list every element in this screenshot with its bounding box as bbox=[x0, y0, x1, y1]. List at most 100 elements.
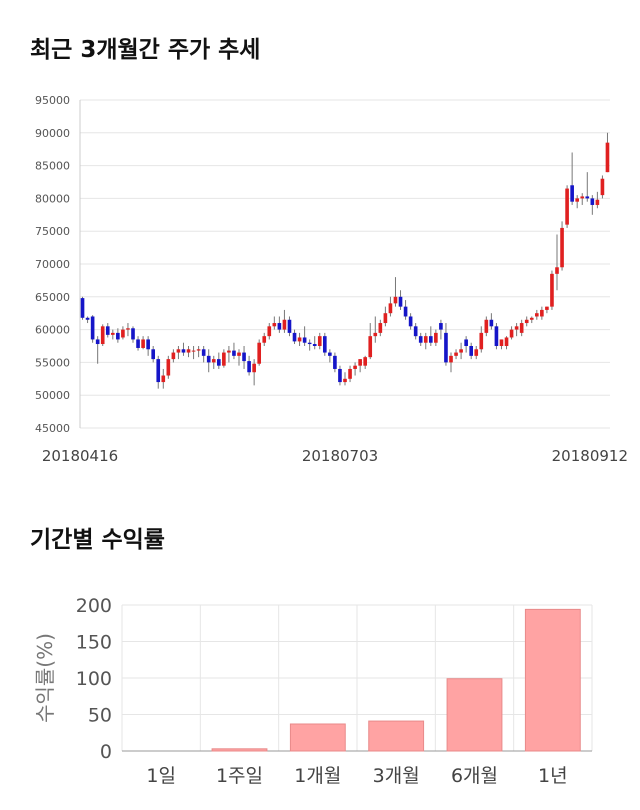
x-tick-label: 3개월 bbox=[373, 765, 420, 787]
candle-body bbox=[499, 339, 504, 346]
candle-body bbox=[302, 337, 307, 343]
candle-body bbox=[95, 339, 100, 345]
candle-body bbox=[131, 328, 135, 340]
candle-body bbox=[105, 326, 110, 335]
candle-body bbox=[328, 352, 332, 356]
candle-body bbox=[353, 365, 357, 369]
candle-body bbox=[262, 336, 267, 343]
candle-body bbox=[600, 178, 605, 196]
candle-body bbox=[338, 368, 342, 383]
x-tick-label: 20180912 bbox=[552, 447, 628, 465]
candle-body bbox=[307, 342, 312, 345]
candle-body bbox=[206, 355, 211, 363]
candle-body bbox=[166, 359, 171, 376]
candle-body bbox=[80, 298, 85, 318]
candle-body bbox=[413, 326, 418, 337]
y-tick-label: 55000 bbox=[35, 356, 70, 369]
candle-body bbox=[570, 185, 574, 202]
candle-body bbox=[181, 349, 186, 353]
candle-body bbox=[116, 332, 120, 340]
return-bar bbox=[289, 723, 346, 752]
y-tick-label: 100 bbox=[76, 668, 112, 690]
y-tick-label: 45000 bbox=[35, 422, 70, 435]
candle-body bbox=[85, 317, 90, 320]
y-tick-label: 65000 bbox=[35, 291, 70, 304]
candle-body bbox=[555, 267, 559, 274]
candle-body bbox=[222, 352, 226, 366]
candle-body bbox=[534, 313, 539, 317]
candle-body bbox=[312, 344, 317, 346]
candle-body bbox=[186, 349, 191, 353]
candle-body bbox=[393, 296, 398, 304]
candle-body bbox=[590, 198, 595, 205]
candle-body bbox=[428, 336, 433, 343]
candle-chart-title: 최근 3개월간 주가 추세 bbox=[30, 37, 261, 63]
candle-body bbox=[90, 316, 95, 340]
candle-body bbox=[156, 359, 161, 383]
candle-body bbox=[605, 142, 610, 173]
candle-body bbox=[595, 199, 600, 205]
returns-chart-title: 기간별 수익률 bbox=[30, 527, 165, 553]
candle-body bbox=[126, 328, 130, 330]
candle-body bbox=[322, 336, 327, 353]
candle-body bbox=[529, 317, 534, 320]
candle-body bbox=[227, 350, 231, 353]
candle-body bbox=[444, 332, 448, 363]
return-bar bbox=[446, 678, 503, 752]
y-tick-label: 75000 bbox=[35, 225, 70, 238]
candle-body bbox=[363, 357, 368, 366]
candle-body bbox=[368, 336, 373, 358]
candle-body bbox=[439, 323, 443, 330]
candle-body bbox=[418, 336, 423, 343]
candle-body bbox=[580, 196, 585, 199]
y-tick-label: 200 bbox=[76, 595, 112, 617]
y-tick-label: 60000 bbox=[35, 324, 70, 337]
candle-body bbox=[585, 196, 590, 199]
candle-body bbox=[383, 313, 388, 324]
candle-body bbox=[272, 323, 277, 327]
candle-body bbox=[560, 227, 564, 268]
candle-body bbox=[474, 349, 479, 356]
candle-body bbox=[494, 326, 499, 346]
candle-body bbox=[514, 326, 519, 330]
candle-body bbox=[540, 309, 544, 317]
candle-body bbox=[247, 361, 251, 373]
candle-body bbox=[161, 375, 166, 383]
candlestick-chart: 45000 50000 55000 60000 65000 70000 75000 80000… bbox=[35, 94, 628, 465]
candle-body bbox=[100, 326, 105, 345]
candle-body bbox=[257, 342, 262, 364]
y-tick-label: 70000 bbox=[35, 258, 70, 271]
candle-body bbox=[575, 198, 580, 202]
candle-body bbox=[333, 355, 337, 369]
candle-body bbox=[282, 319, 287, 330]
candle-body bbox=[267, 326, 272, 337]
candle-body bbox=[449, 355, 453, 363]
candle-body bbox=[464, 339, 468, 346]
candle-body bbox=[408, 316, 413, 327]
y-tick-label: 150 bbox=[76, 632, 112, 654]
candle-body bbox=[358, 359, 362, 366]
candle-body bbox=[509, 329, 514, 338]
candle-body bbox=[110, 332, 115, 335]
y-tick-label: 85000 bbox=[35, 160, 70, 173]
return-bar bbox=[368, 720, 425, 752]
candle-body bbox=[141, 339, 145, 348]
candle-body bbox=[171, 352, 176, 360]
x-tick-label: 1일 bbox=[146, 765, 176, 787]
candle-body bbox=[504, 337, 509, 346]
candle-body bbox=[151, 349, 156, 360]
candle-body bbox=[398, 296, 403, 307]
candle-body bbox=[242, 352, 246, 362]
candle-body bbox=[378, 323, 383, 333]
x-tick-label: 1년 bbox=[538, 765, 568, 787]
candle-body bbox=[121, 329, 125, 338]
candle-body bbox=[403, 306, 408, 317]
candle-body bbox=[196, 349, 201, 351]
return-bar bbox=[524, 608, 581, 752]
candle-body bbox=[469, 346, 474, 356]
candle-body bbox=[348, 368, 352, 379]
candle-body bbox=[434, 332, 438, 343]
candle-body bbox=[519, 323, 524, 333]
x-tick-label: 20180416 bbox=[42, 447, 118, 465]
